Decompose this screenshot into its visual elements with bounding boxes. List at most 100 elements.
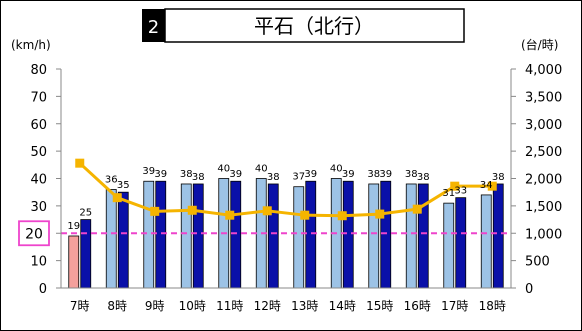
data-label-series2: 39 <box>379 169 392 180</box>
reference-highlight-box <box>18 220 50 247</box>
category-label: 15時 <box>366 299 393 313</box>
category-label: 17時 <box>441 299 468 313</box>
bar-series2 <box>230 180 242 289</box>
data-label-series1: 40 <box>217 164 230 175</box>
left-tick-label: 60 <box>30 118 47 133</box>
bar-series1 <box>293 186 305 289</box>
line-point <box>487 181 497 191</box>
right-tick-label: 2,000 <box>525 173 562 188</box>
left-tick-label: 70 <box>30 90 47 105</box>
left-tick-label: 10 <box>30 255 47 270</box>
line-point <box>187 205 197 215</box>
title-box <box>164 8 465 43</box>
data-label-series2: 38 <box>267 172 280 183</box>
right-axis-ticks: 0 500 1,000 1,500 2,000 2,500 3,000 3,500 4,000 <box>511 63 562 297</box>
bar-series1 <box>480 194 492 289</box>
data-label-series1: 40 <box>255 164 268 175</box>
category-label: 16時 <box>404 299 431 313</box>
reference-highlight-label: 20 <box>25 226 43 242</box>
data-label-series2: 35 <box>117 180 130 191</box>
left-tick-label: 80 <box>30 63 47 78</box>
right-tick-label: 4,000 <box>525 63 562 78</box>
bar-series1 <box>105 189 117 289</box>
data-label-series1: 36 <box>105 174 118 185</box>
data-label-series2: 38 <box>492 172 505 183</box>
bar-series2 <box>80 219 92 289</box>
category-label: 11時 <box>216 299 243 313</box>
data-label-series2: 33 <box>454 186 467 197</box>
left-tick-label: 50 <box>30 145 47 160</box>
right-tick-label: 0 <box>525 282 533 297</box>
line-point <box>150 206 160 216</box>
line-point <box>450 181 460 191</box>
bar-series1 <box>180 183 192 289</box>
data-label-series1: 34 <box>480 180 493 191</box>
data-label-series2: 39 <box>229 169 242 180</box>
bar-series2 <box>117 191 129 289</box>
data-label-series1: 38 <box>405 169 418 180</box>
bar-series1 <box>368 183 380 289</box>
bar-series1 <box>405 183 417 289</box>
right-tick-label: 500 <box>525 255 550 270</box>
category-label: 13時 <box>291 299 318 313</box>
data-label-series1: 40 <box>330 164 343 175</box>
data-label-series2: 38 <box>417 172 430 183</box>
left-unit-label: (km/h) <box>11 38 51 52</box>
left-tick-label: 0 <box>39 282 47 297</box>
line-series-path <box>78 162 493 218</box>
line-series <box>75 158 497 221</box>
line-point <box>375 209 385 219</box>
bar-series1 <box>143 180 155 289</box>
line-point <box>262 206 272 216</box>
bar-series2 <box>380 180 392 289</box>
data-label-series1: 19 <box>67 221 80 232</box>
category-label: 10時 <box>179 299 206 313</box>
bar-series1 <box>68 235 80 289</box>
line-point <box>225 210 235 220</box>
right-tick-label: 2,500 <box>525 145 562 160</box>
data-label-series2: 38 <box>192 172 205 183</box>
bar-series2 <box>192 183 204 289</box>
right-tick-label: 3,000 <box>525 118 562 133</box>
data-label-series1: 31 <box>442 188 455 199</box>
bar-series2 <box>305 180 317 289</box>
left-tick-label: 30 <box>30 200 47 215</box>
category-label: 7時 <box>70 299 90 313</box>
data-label-series1: 38 <box>180 169 193 180</box>
category-label: 9時 <box>145 299 165 313</box>
line-point <box>412 204 422 214</box>
reference-line-group: 20 <box>18 220 511 247</box>
bar-series2 <box>417 183 429 289</box>
category-labels: 7時 8時 9時 10時 11時 12時 13時 14時 15時 16時 17時 18時 <box>70 299 506 313</box>
data-label-series2: 39 <box>304 169 317 180</box>
right-tick-label: 1,000 <box>525 227 562 242</box>
chart-title: 平石（北行） <box>254 14 374 38</box>
category-label: 18時 <box>479 299 506 313</box>
data-label-series2: 39 <box>154 169 167 180</box>
data-label-series2: 39 <box>342 169 355 180</box>
right-tick-label: 1,500 <box>525 200 562 215</box>
left-tick-label: 40 <box>30 173 47 188</box>
right-tick-label: 3,500 <box>525 90 562 105</box>
category-label: 12時 <box>254 299 281 313</box>
bar-series2 <box>155 180 167 289</box>
bar-series2 <box>455 197 467 289</box>
data-label-series2: 25 <box>79 208 92 219</box>
line-point <box>75 158 85 168</box>
line-point <box>112 193 122 203</box>
data-label-series1: 37 <box>292 172 305 183</box>
bar-series2 <box>267 183 279 289</box>
axes <box>60 69 512 289</box>
data-label-series1: 39 <box>142 166 155 177</box>
data-label-series1: 38 <box>367 169 380 180</box>
left-axis-ticks: 01020304050607080 <box>30 63 61 297</box>
bar-series1 <box>443 202 455 289</box>
bar-series2 <box>492 183 504 289</box>
right-unit-label: (台/時) <box>521 37 558 52</box>
title-number-box <box>142 9 165 42</box>
line-point <box>300 210 310 220</box>
category-label: 14時 <box>329 299 356 313</box>
